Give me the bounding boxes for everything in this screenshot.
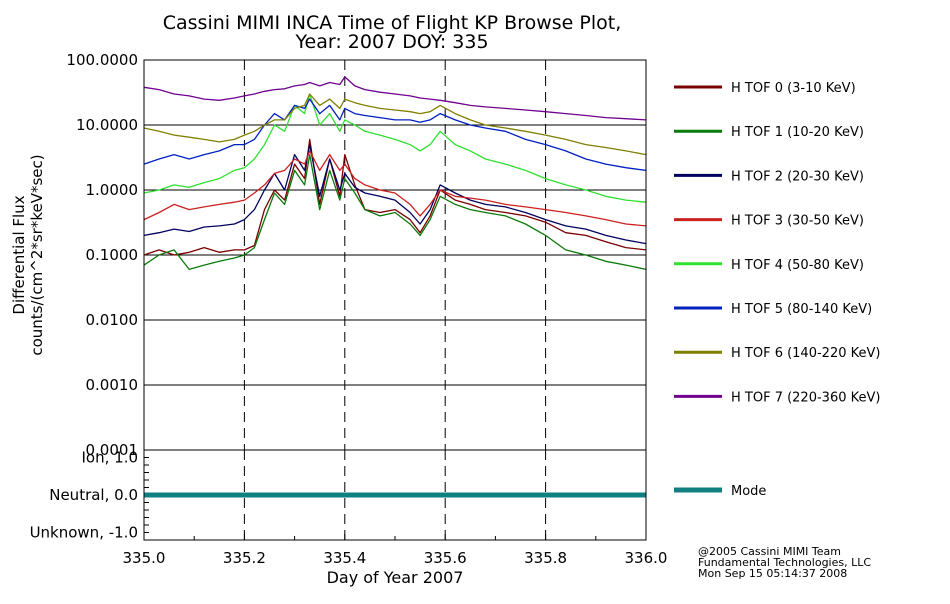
series-line-tof-3 xyxy=(143,150,647,227)
x-tick-label: 336.0 xyxy=(625,549,668,567)
y-axis-label-line1: Differential Flux xyxy=(10,195,28,314)
legend-item: H TOF 4 (50-80 KeV) xyxy=(674,258,864,273)
footer-company: Fundamental Technologies, LLC xyxy=(698,556,871,569)
y-tick-label: 0.0100 xyxy=(86,311,139,329)
mode-y-tick-labels: Ion, 1.0 Neutral, 0.0 Unknown, -1.0 xyxy=(30,449,138,542)
y-tick-label: 100.0000 xyxy=(66,51,138,69)
y-tick-label: 10.0000 xyxy=(76,116,138,134)
legend-label: Mode xyxy=(731,484,766,499)
y-axis-label-line2: counts/(cm^2*sr*keV*sec) xyxy=(28,154,46,355)
y-tick-label: 1.0000 xyxy=(86,181,139,199)
legend-item: H TOF 6 (140-220 KeV) xyxy=(674,346,880,361)
legend-item: H TOF 7 (220-360 KeV) xyxy=(674,390,880,405)
y-tick-label: 0.0010 xyxy=(86,376,139,394)
x-tick-label: 335.6 xyxy=(424,549,467,567)
x-tick-label: 335.0 xyxy=(123,549,166,567)
x-tick-label: 335.2 xyxy=(223,549,266,567)
legend-label: H TOF 1 (10-20 KeV) xyxy=(731,125,864,140)
x-tick-label: 335.4 xyxy=(323,549,366,567)
legend-item: H TOF 2 (20-30 KeV) xyxy=(674,169,864,184)
main-y-tick-labels: 100.0000 10.0000 1.0000 0.1000 0.0100 0.0010 0… xyxy=(66,51,138,459)
legend-item: H TOF 5 (80-140 KeV) xyxy=(674,302,872,317)
x-tick-labels: 335.0 335.2 335.4 335.6 335.8 336.0 xyxy=(123,549,668,567)
chart-title-line1: Cassini MIMI INCA Time of Flight KP Brow… xyxy=(163,12,622,34)
main-series xyxy=(143,76,647,271)
chart-title-line2: Year: 2007 DOY: 335 xyxy=(294,31,488,53)
series-line-tof-2 xyxy=(143,143,647,245)
series-line-tof-4 xyxy=(143,93,647,203)
legend-label: H TOF 2 (20-30 KeV) xyxy=(731,169,864,184)
series-line-tof-7 xyxy=(143,76,647,121)
mode-y-tick-label: Ion, 1.0 xyxy=(82,449,139,467)
legend-item: H TOF 3 (30-50 KeV) xyxy=(674,214,864,229)
mode-y-tick-label: Neutral, 0.0 xyxy=(49,486,138,504)
legend-label: H TOF 4 (50-80 KeV) xyxy=(731,258,864,273)
mode-y-tick-label: Unknown, -1.0 xyxy=(30,524,138,542)
legend-item: H TOF 0 (3-10 KeV) xyxy=(674,81,856,96)
y-tick-label: 0.0001 xyxy=(86,441,139,459)
legend-item: Mode xyxy=(674,484,766,499)
legend-label: H TOF 0 (3-10 KeV) xyxy=(731,81,856,96)
legend-label: H TOF 7 (220-360 KeV) xyxy=(731,390,880,405)
legend-item: H TOF 1 (10-20 KeV) xyxy=(674,125,864,140)
legend-label: H TOF 3 (30-50 KeV) xyxy=(731,214,864,229)
x-tick-label: 335.8 xyxy=(524,549,567,567)
legend-label: H TOF 5 (80-140 KeV) xyxy=(731,302,872,317)
x-axis-label: Day of Year 2007 xyxy=(327,568,464,587)
series-line-tof-0 xyxy=(143,138,647,256)
series-line-tof-6 xyxy=(143,93,647,156)
legend-label: H TOF 6 (140-220 KeV) xyxy=(731,346,880,361)
legend: H TOF 0 (3-10 KeV) H TOF 1 (10-20 KeV) H T… xyxy=(674,81,880,499)
footer-timestamp: Mon Sep 15 05:14:37 2008 xyxy=(698,567,847,580)
series-line-tof-1 xyxy=(143,153,647,271)
mode-frame xyxy=(143,449,647,541)
footer-copyright: @2005 Cassini MIMI Team xyxy=(698,545,841,558)
y-tick-label: 0.1000 xyxy=(86,246,139,264)
series-line-tof-5 xyxy=(143,98,647,172)
